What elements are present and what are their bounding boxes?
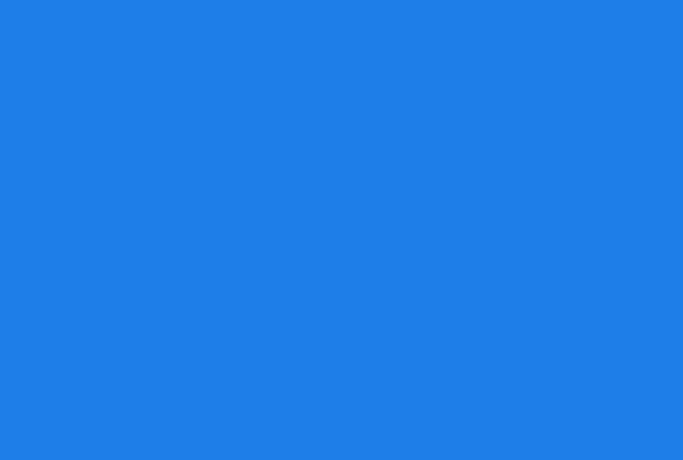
map-overlay [0, 0, 683, 460]
satellite-pixel-field [0, 0, 683, 460]
weather-satellite-image [0, 0, 683, 460]
